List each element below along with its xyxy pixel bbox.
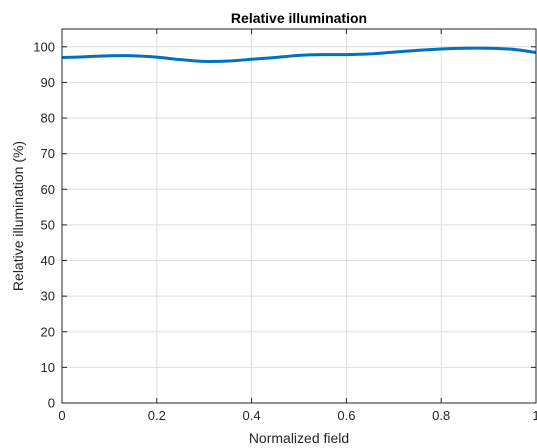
y-axis-label: Relative illumination (%) [10, 141, 26, 291]
y-axis-ticks: 0 10 20 30 40 50 60 70 80 90 100 [33, 39, 536, 411]
y-tick-label: 10 [41, 360, 55, 375]
plot-frame [61, 28, 537, 404]
y-tick-label: 40 [41, 253, 55, 268]
y-tick-label: 100 [33, 39, 55, 54]
y-tick-label: 30 [41, 289, 55, 304]
x-tick-label: 0 [58, 408, 65, 423]
series-layer [61, 46, 537, 64]
chart-title: Relative illumination [231, 10, 367, 26]
x-tick-label: 1 [532, 408, 537, 423]
x-tick-label: 0.8 [432, 408, 450, 423]
y-tick-label: 20 [41, 324, 55, 339]
x-tick-label: 0.4 [243, 408, 261, 423]
y-tick-label: 80 [41, 111, 55, 126]
y-tick-label: 90 [41, 75, 55, 90]
series-line [61, 46, 537, 64]
y-tick-label: 60 [41, 182, 55, 197]
y-tick-label: 70 [41, 146, 55, 161]
y-tick-label: 0 [48, 396, 55, 411]
x-axis-label: Normalized field [249, 430, 349, 446]
y-tick-label: 50 [41, 217, 55, 232]
x-tick-label: 0.2 [148, 408, 166, 423]
x-axis-ticks: 0 0.2 0.4 0.6 0.8 1 [58, 29, 537, 423]
x-tick-label: 0.6 [337, 408, 355, 423]
plot-background [62, 29, 536, 403]
